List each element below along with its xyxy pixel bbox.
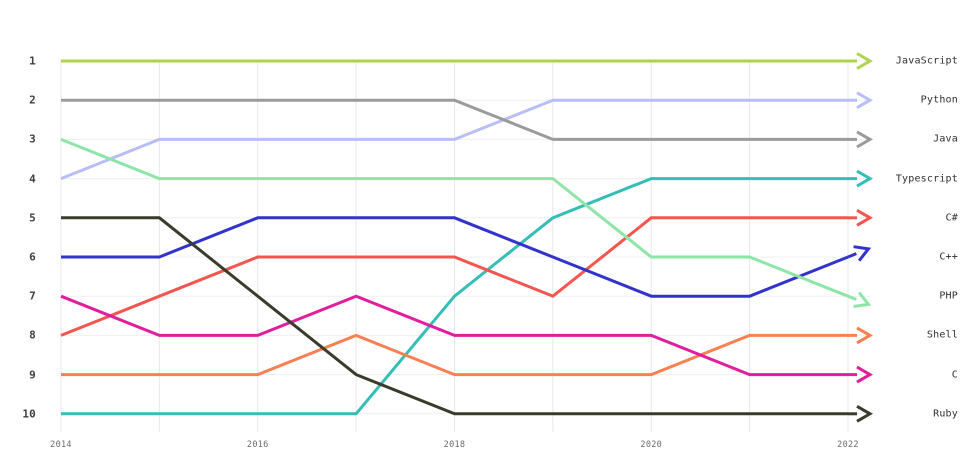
rank-tick-6: 6 (29, 250, 36, 264)
series-label-c[interactable]: C++ (939, 251, 958, 263)
arrowhead-icon (856, 169, 874, 188)
series-label-java[interactable]: Java (933, 133, 958, 145)
series-label-c[interactable]: C (951, 369, 958, 381)
series-line-c (60, 294, 848, 377)
arrowhead-icon (856, 52, 874, 70)
arrowhead-icon (856, 326, 874, 345)
series-lines-layer (60, 52, 874, 423)
series-label-typescript[interactable]: Typescript (895, 173, 958, 185)
arrowhead-icon (853, 291, 872, 308)
series-label-javascript[interactable]: JavaScript (895, 55, 958, 67)
series-line-c (60, 216, 848, 337)
series-line-php (60, 138, 849, 298)
series-label-shell[interactable]: Shell (926, 329, 958, 341)
series-label-python[interactable]: Python (920, 94, 958, 106)
rank-tick-1: 1 (29, 54, 36, 68)
series-line-typescript (61, 177, 848, 416)
year-tick-2014: 2014 (50, 439, 72, 450)
rank-tick-10: 10 (22, 407, 36, 421)
series-line-tail (847, 252, 857, 259)
year-tick-2018: 2018 (443, 439, 466, 450)
year-tick-2022: 2022 (837, 439, 859, 450)
rank-tick-8: 8 (29, 328, 36, 342)
arrowhead-icon (856, 209, 874, 227)
series-label-ruby[interactable]: Ruby (933, 408, 958, 420)
series-line-python (60, 98, 848, 180)
arrowhead-icon (856, 365, 874, 384)
rank-tick-4: 4 (29, 172, 36, 186)
series-line-shell (61, 333, 848, 377)
rank-tick-9: 9 (29, 368, 36, 382)
series-label-c[interactable]: C# (945, 212, 958, 224)
year-tick-2020: 2020 (640, 439, 663, 450)
series-line-tail (847, 294, 857, 301)
series-line-java (61, 98, 848, 141)
rank-tick-2: 2 (29, 93, 36, 107)
rank-tick-7: 7 (29, 289, 36, 303)
rank-tick-3: 3 (29, 132, 36, 146)
series-line-ruby (61, 216, 848, 416)
arrowhead-icon (853, 245, 872, 262)
arrowhead-icon (856, 91, 874, 109)
rank-tick-5: 5 (29, 211, 36, 225)
arrowhead-icon (856, 130, 874, 149)
year-tick-2016: 2016 (246, 439, 269, 450)
arrowhead-icon (856, 405, 874, 423)
series-label-php[interactable]: PHP (939, 290, 958, 302)
